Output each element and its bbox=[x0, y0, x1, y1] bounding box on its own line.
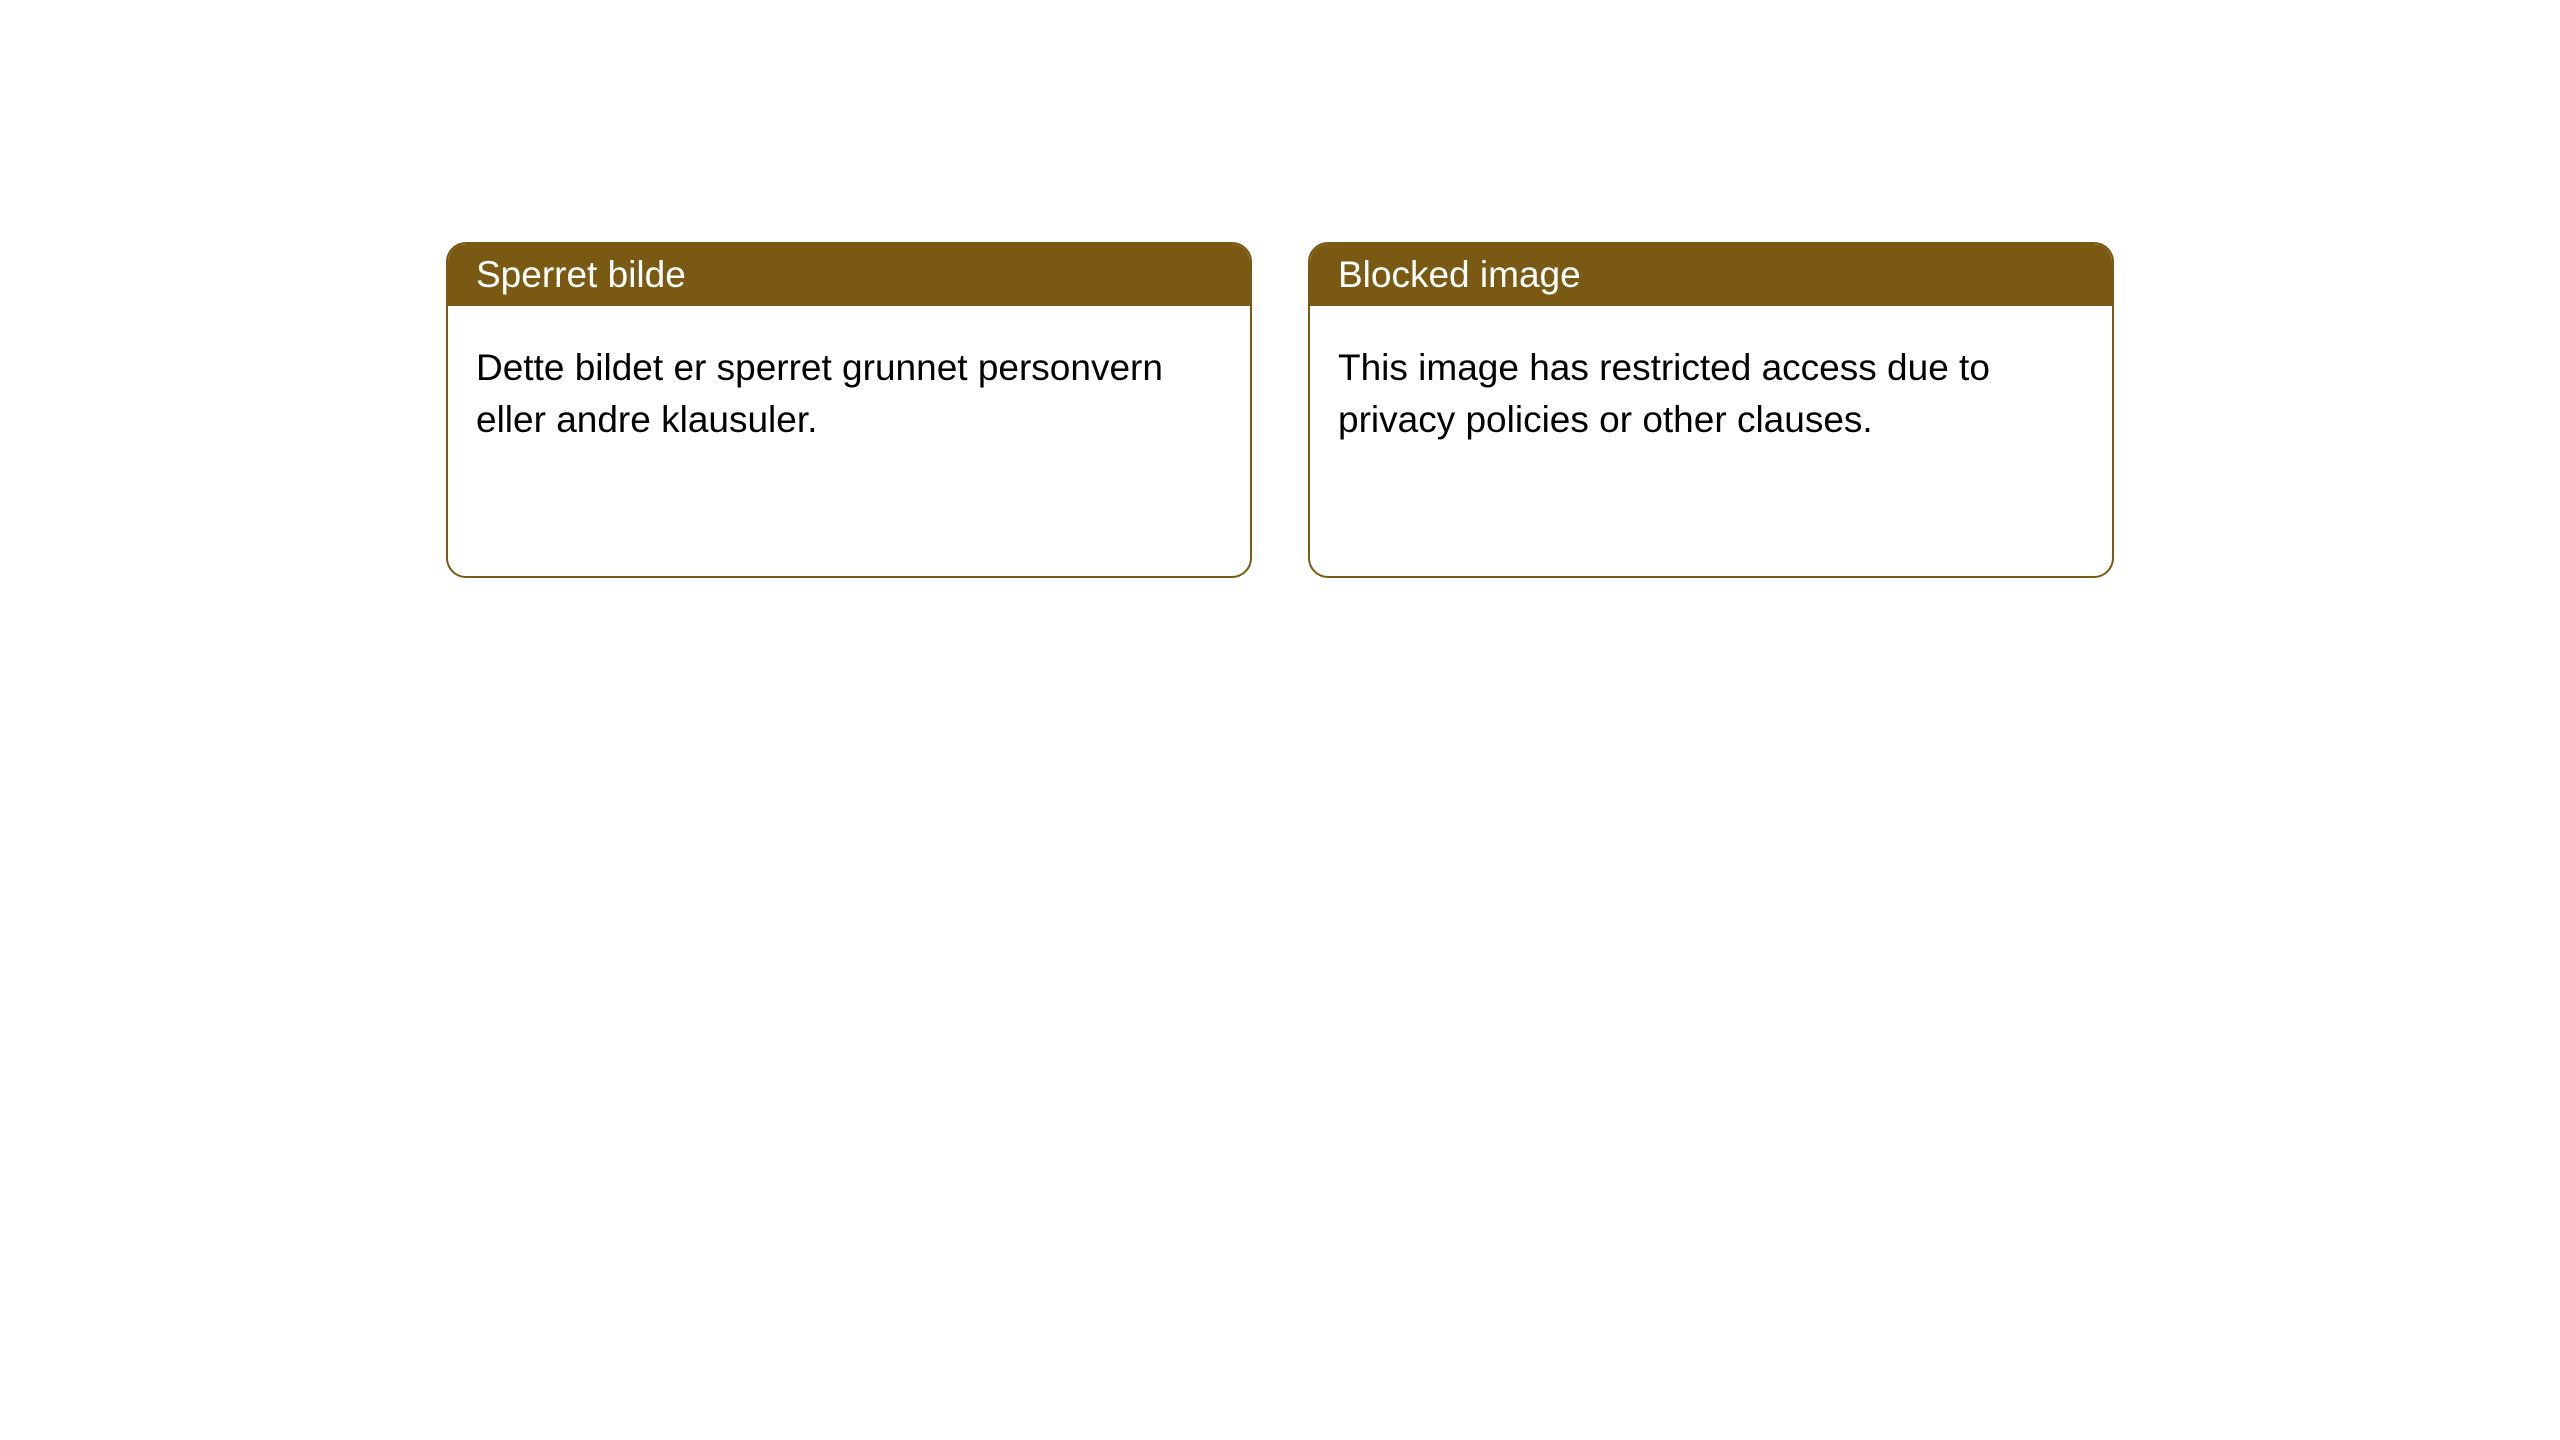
card-body-text: This image has restricted access due to … bbox=[1338, 347, 1990, 440]
card-header: Blocked image bbox=[1310, 244, 2112, 306]
card-body: This image has restricted access due to … bbox=[1310, 306, 2112, 482]
card-body-text: Dette bildet er sperret grunnet personve… bbox=[476, 347, 1163, 440]
blocked-image-card-en: Blocked image This image has restricted … bbox=[1308, 242, 2114, 578]
card-title: Blocked image bbox=[1338, 254, 1581, 295]
blocked-image-card-no: Sperret bilde Dette bildet er sperret gr… bbox=[446, 242, 1252, 578]
card-header: Sperret bilde bbox=[448, 244, 1250, 306]
notice-container: Sperret bilde Dette bildet er sperret gr… bbox=[0, 0, 2560, 578]
card-body: Dette bildet er sperret grunnet personve… bbox=[448, 306, 1250, 482]
card-title: Sperret bilde bbox=[476, 254, 686, 295]
